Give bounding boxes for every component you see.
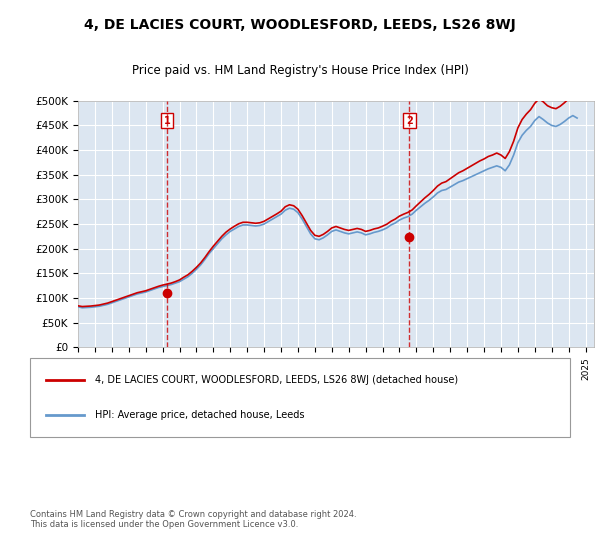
Text: 4, DE LACIES COURT, WOODLESFORD, LEEDS, LS26 8WJ: 4, DE LACIES COURT, WOODLESFORD, LEEDS, … bbox=[84, 18, 516, 32]
FancyBboxPatch shape bbox=[30, 358, 570, 437]
Text: 2: 2 bbox=[406, 115, 413, 125]
Text: Price paid vs. HM Land Registry's House Price Index (HPI): Price paid vs. HM Land Registry's House … bbox=[131, 64, 469, 77]
Text: 4, DE LACIES COURT, WOODLESFORD, LEEDS, LS26 8WJ (detached house): 4, DE LACIES COURT, WOODLESFORD, LEEDS, … bbox=[95, 375, 458, 385]
Text: 1: 1 bbox=[163, 115, 170, 125]
Text: Contains HM Land Registry data © Crown copyright and database right 2024.
This d: Contains HM Land Registry data © Crown c… bbox=[30, 510, 356, 529]
Text: HPI: Average price, detached house, Leeds: HPI: Average price, detached house, Leed… bbox=[95, 410, 304, 420]
